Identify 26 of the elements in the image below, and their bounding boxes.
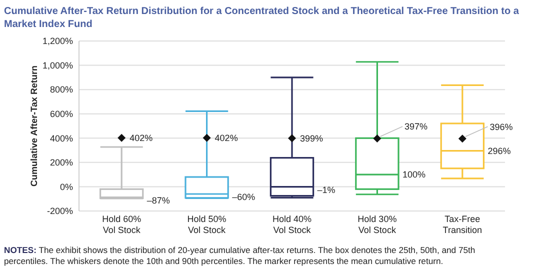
y-tick-label: 800% (50, 84, 73, 95)
y-tick-label: 400% (50, 133, 73, 144)
annotation: 396% (490, 122, 513, 132)
y-tick-label: -200% (46, 206, 73, 216)
x-tick-label: Hold 30% Vol Stock (358, 214, 397, 235)
x-tick-label: Hold 60% Vol Stock (102, 214, 142, 235)
annotation: –87% (146, 195, 170, 206)
annotation: 399% (300, 133, 324, 144)
x-tick-label: Tax-Free Transition (442, 214, 482, 235)
x-tick-label: Hold 40% Vol Stock (272, 214, 312, 235)
y-tick-label: 200% (50, 158, 73, 168)
annotation: 296% (488, 146, 511, 156)
chart-title: Cumulative After-Tax Return Distribution for a Concentrated Stock and a Theoretical Tax-Free Transition to a Market Index Fund (4, 6, 520, 30)
y-tick-label: 1,000% (42, 60, 73, 70)
y-tick-label: 0% (60, 182, 73, 192)
annotation: 402% (214, 133, 238, 144)
annotation: 397% (404, 122, 428, 132)
annotation: –1% (317, 184, 336, 195)
annotation: 402% (130, 133, 153, 144)
y-axis-title: Cumulative After-Tax Return (29, 65, 39, 187)
annotation: 100% (402, 170, 426, 180)
y-tick-label: 1,200% (42, 36, 73, 46)
annotation: –60% (232, 192, 256, 202)
text: NOTES: The exhibit shows the distribution of 20-year cumulative after-tax returns. The box denotes the 25th, 50th, and 75th percentiles. The whiskers denote the 10th and 90th percentiles. The marker represents the mean cumulative return. (4, 245, 476, 266)
y-tick-label: 600% (50, 109, 73, 120)
x-tick-label: Hold 50% Vol Stock (187, 214, 226, 235)
